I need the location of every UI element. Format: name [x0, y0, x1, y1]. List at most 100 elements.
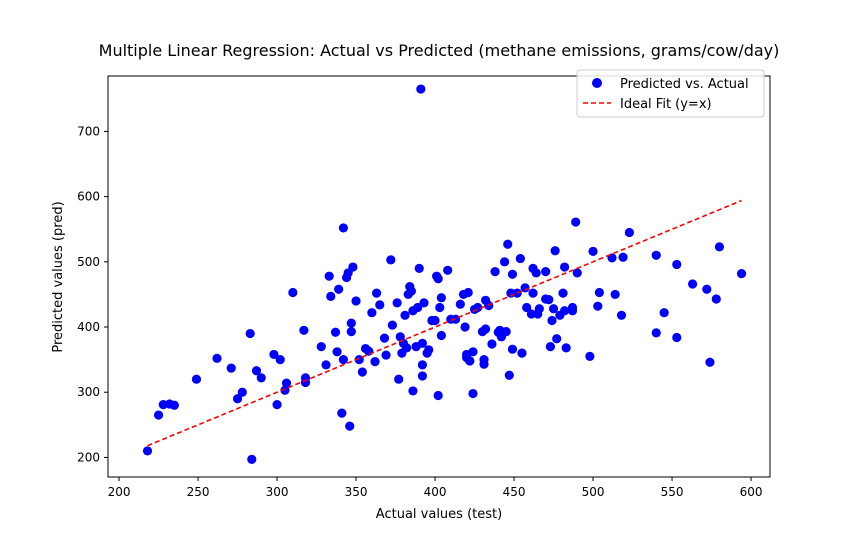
- data-point: [245, 328, 255, 339]
- data-point: [460, 322, 470, 332]
- data-point: [531, 268, 541, 278]
- chart-title: Multiple Linear Regression: Actual vs Pr…: [99, 41, 780, 60]
- data-point: [561, 343, 571, 353]
- data-point: [585, 351, 595, 361]
- data-point: [345, 421, 355, 431]
- data-point: [479, 359, 489, 369]
- data-point: [547, 315, 557, 326]
- data-point: [334, 284, 344, 294]
- x-tick-label: 600: [740, 485, 763, 499]
- data-point: [392, 298, 402, 308]
- data-point: [346, 318, 356, 328]
- data-point: [414, 263, 424, 273]
- data-point: [142, 446, 153, 456]
- data-point: [702, 284, 712, 294]
- data-point: [515, 253, 525, 264]
- data-point: [610, 289, 620, 300]
- data-point: [351, 296, 361, 306]
- data-point: [321, 360, 331, 370]
- data-point: [316, 341, 326, 352]
- data-point: [616, 310, 627, 320]
- data-point: [357, 367, 367, 377]
- data-point: [490, 267, 500, 277]
- data-point: [337, 408, 347, 418]
- data-point: [381, 350, 391, 360]
- data-point: [572, 268, 582, 278]
- data-point: [528, 288, 538, 298]
- data-point: [534, 304, 544, 314]
- data-point: [436, 330, 446, 341]
- data-point: [552, 334, 562, 344]
- y-axis-label: Predicted values (pred): [51, 201, 66, 352]
- data-point: [618, 252, 628, 262]
- data-point: [672, 332, 682, 343]
- legend: Predicted vs. Actual Ideal Fit (y=x): [576, 69, 765, 118]
- data-point: [736, 268, 747, 279]
- data-point: [324, 271, 334, 281]
- data-point: [571, 217, 581, 227]
- data-point: [503, 239, 513, 249]
- x-tick-label: 400: [424, 485, 447, 499]
- y-tick-label: 700: [77, 124, 100, 138]
- data-point: [280, 385, 290, 395]
- data-point: [226, 363, 236, 373]
- data-point: [237, 387, 247, 397]
- data-point: [419, 298, 429, 308]
- x-tick-label: 450: [503, 485, 526, 499]
- data-point: [548, 304, 559, 314]
- data-point: [558, 288, 568, 298]
- ideal-fit-line: [147, 199, 742, 447]
- data-point: [705, 357, 715, 367]
- data-point: [501, 326, 511, 337]
- data-point: [455, 299, 465, 309]
- data-point: [394, 374, 404, 384]
- data-point: [687, 279, 698, 289]
- data-point: [714, 242, 725, 252]
- data-point: [433, 274, 443, 284]
- data-point: [417, 338, 428, 348]
- data-point: [468, 388, 478, 399]
- data-point: [560, 306, 570, 316]
- y-tick-label: 600: [77, 190, 100, 204]
- data-point: [330, 327, 341, 337]
- data-point: [408, 386, 418, 396]
- x-tick-label: 300: [266, 485, 289, 499]
- data-point: [275, 355, 285, 365]
- data-point: [338, 355, 349, 365]
- y-tick-label: 500: [77, 255, 100, 269]
- data-point: [348, 262, 358, 272]
- data-point: [300, 377, 311, 388]
- data-point: [424, 345, 434, 355]
- data-point: [463, 287, 473, 298]
- data-point: [560, 262, 570, 272]
- data-point: [435, 302, 445, 313]
- data-point: [402, 343, 412, 353]
- data-point: [659, 308, 669, 318]
- data-point: [367, 308, 377, 318]
- data-point: [169, 400, 179, 410]
- data-point: [370, 356, 380, 367]
- data-point: [651, 250, 661, 260]
- data-point: [251, 366, 262, 376]
- data-point: [191, 374, 202, 384]
- data-point: [550, 246, 560, 256]
- y-axis: 200 300 400 500 600 700: [77, 124, 108, 464]
- data-point: [512, 288, 522, 298]
- data-point: [499, 257, 510, 267]
- data-point: [332, 347, 342, 357]
- data-point: [299, 325, 309, 335]
- data-point: [371, 288, 382, 298]
- y-tick-label: 200: [77, 450, 100, 464]
- data-point: [624, 227, 634, 238]
- x-axis: 200 250 300 350 400 450 500 550 600: [108, 477, 763, 499]
- data-point: [468, 347, 478, 357]
- data-point: [269, 349, 279, 360]
- x-tick-label: 200: [108, 485, 131, 499]
- data-point: [507, 344, 518, 354]
- data-point: [354, 355, 364, 365]
- data-point: [541, 267, 551, 277]
- x-tick-label: 250: [187, 485, 210, 499]
- y-tick-label: 300: [77, 385, 100, 399]
- data-point: [594, 287, 604, 298]
